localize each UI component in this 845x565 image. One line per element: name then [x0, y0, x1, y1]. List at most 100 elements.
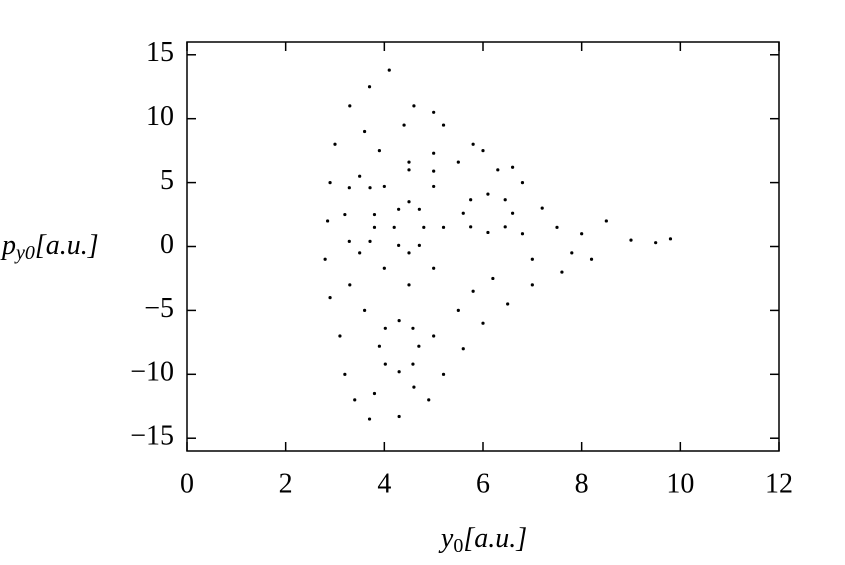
point [503, 198, 507, 202]
point [486, 192, 490, 196]
point [456, 160, 460, 164]
point [456, 308, 460, 313]
point [461, 211, 465, 215]
point [368, 239, 372, 243]
point [397, 319, 401, 323]
point [469, 225, 473, 229]
point [432, 110, 436, 114]
point [427, 398, 431, 402]
point [397, 414, 401, 419]
point [363, 308, 367, 313]
point [422, 225, 426, 229]
point [506, 302, 510, 306]
point [432, 334, 436, 338]
point [417, 344, 421, 348]
x-tick-label: 12 [765, 468, 793, 499]
point [530, 283, 534, 287]
x-tick-label: 8 [575, 468, 589, 499]
point [481, 149, 485, 153]
point [589, 257, 594, 261]
point [377, 344, 381, 348]
point [510, 211, 515, 215]
point [326, 219, 330, 223]
point [348, 283, 352, 287]
point [343, 372, 347, 376]
point [382, 266, 386, 270]
point [580, 232, 584, 236]
point [348, 104, 352, 108]
x-tick-label: 10 [666, 468, 694, 499]
y-tick-label: 0 [160, 229, 174, 260]
point [397, 243, 401, 247]
point [654, 241, 658, 245]
x-tick-label: 2 [279, 468, 293, 499]
point [397, 207, 401, 211]
y-tick-label: −5 [144, 293, 174, 324]
point [367, 85, 372, 89]
point [530, 257, 534, 261]
point [486, 230, 490, 235]
point [328, 296, 332, 300]
point [503, 225, 507, 229]
point [383, 326, 387, 330]
point [358, 251, 362, 255]
point [417, 243, 421, 247]
point [383, 362, 387, 366]
point [367, 417, 372, 421]
point [604, 219, 608, 223]
point [441, 123, 446, 127]
point [328, 180, 332, 185]
point [372, 225, 377, 229]
y-axis-label: py0[a.u.] [0, 230, 99, 263]
point [520, 180, 525, 185]
point [491, 276, 495, 281]
point [353, 398, 357, 402]
point [432, 151, 436, 155]
point [461, 347, 465, 351]
y-tick-label: 15 [146, 37, 174, 68]
point [407, 251, 411, 255]
y-tick-label: −10 [130, 357, 174, 388]
point [347, 186, 351, 190]
y-tick-label: 10 [146, 101, 174, 132]
point [560, 270, 564, 274]
point [510, 165, 515, 169]
point [441, 225, 446, 229]
point [432, 169, 436, 173]
point [469, 198, 473, 202]
point [407, 283, 411, 287]
point [392, 225, 396, 229]
x-tick-label: 6 [476, 468, 490, 499]
point [432, 184, 436, 189]
point [411, 362, 415, 366]
point [347, 239, 351, 243]
x-axis-label: y0[a.u.] [438, 523, 527, 556]
point [432, 266, 436, 270]
point [417, 207, 421, 211]
point [407, 168, 411, 172]
point [338, 334, 342, 338]
point [333, 142, 337, 146]
point [368, 186, 372, 190]
point [372, 391, 377, 396]
point [520, 232, 525, 236]
point [382, 184, 386, 189]
point [358, 174, 362, 178]
point [481, 321, 485, 325]
point [471, 289, 475, 293]
y-tick-label: −15 [130, 421, 174, 452]
point [387, 68, 391, 72]
x-tick-label: 0 [180, 468, 194, 499]
point [407, 160, 411, 164]
point [402, 123, 406, 127]
point [471, 142, 475, 146]
point [629, 238, 633, 242]
point [441, 372, 446, 376]
point [397, 370, 401, 374]
point [411, 326, 415, 330]
point [555, 225, 559, 229]
point [496, 168, 500, 172]
point [323, 257, 327, 261]
point [363, 129, 367, 134]
